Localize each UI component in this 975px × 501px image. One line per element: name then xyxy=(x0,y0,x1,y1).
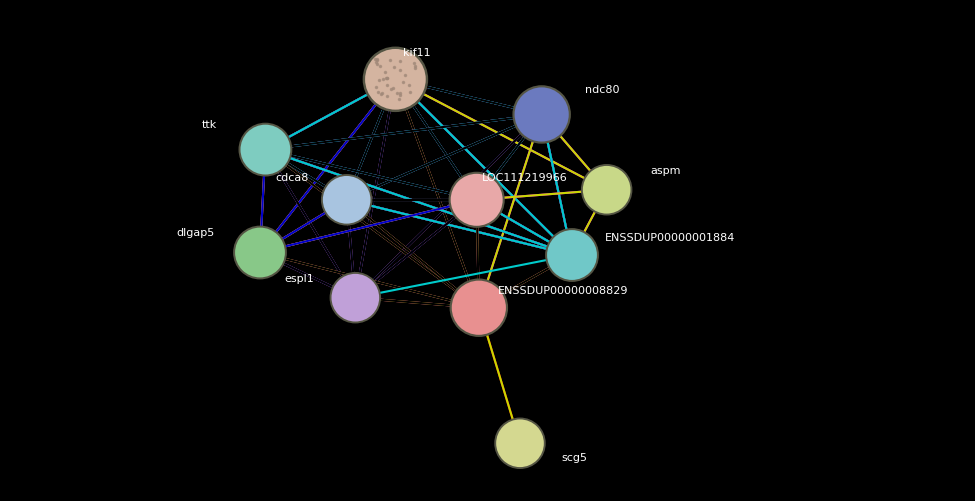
Ellipse shape xyxy=(448,172,505,228)
Ellipse shape xyxy=(515,88,568,142)
Ellipse shape xyxy=(363,48,428,113)
Text: ttk: ttk xyxy=(202,120,216,130)
Text: LOC111219966: LOC111219966 xyxy=(482,173,567,183)
Ellipse shape xyxy=(496,420,544,467)
Ellipse shape xyxy=(583,167,631,214)
Ellipse shape xyxy=(323,177,370,224)
Ellipse shape xyxy=(332,275,379,322)
Ellipse shape xyxy=(239,123,292,177)
Text: scg5: scg5 xyxy=(562,452,587,462)
Text: aspm: aspm xyxy=(650,165,681,175)
Ellipse shape xyxy=(494,418,546,469)
Ellipse shape xyxy=(547,230,597,281)
Text: ENSSDUP00000001884: ENSSDUP00000001884 xyxy=(604,233,735,243)
Ellipse shape xyxy=(449,279,508,337)
Text: kif11: kif11 xyxy=(404,48,431,58)
Ellipse shape xyxy=(321,175,372,226)
Text: espl1: espl1 xyxy=(285,273,314,283)
Ellipse shape xyxy=(365,50,426,110)
Text: cdca8: cdca8 xyxy=(275,173,309,183)
Ellipse shape xyxy=(581,165,633,216)
Ellipse shape xyxy=(513,86,571,144)
Ellipse shape xyxy=(235,228,285,278)
Ellipse shape xyxy=(233,226,287,280)
Ellipse shape xyxy=(451,281,506,335)
Ellipse shape xyxy=(450,174,503,226)
Text: ENSSDUP00000008829: ENSSDUP00000008829 xyxy=(498,286,629,296)
Ellipse shape xyxy=(241,125,291,175)
Ellipse shape xyxy=(330,273,381,324)
Ellipse shape xyxy=(545,228,599,283)
Text: ndc80: ndc80 xyxy=(585,85,619,95)
Text: dlgap5: dlgap5 xyxy=(176,228,214,238)
